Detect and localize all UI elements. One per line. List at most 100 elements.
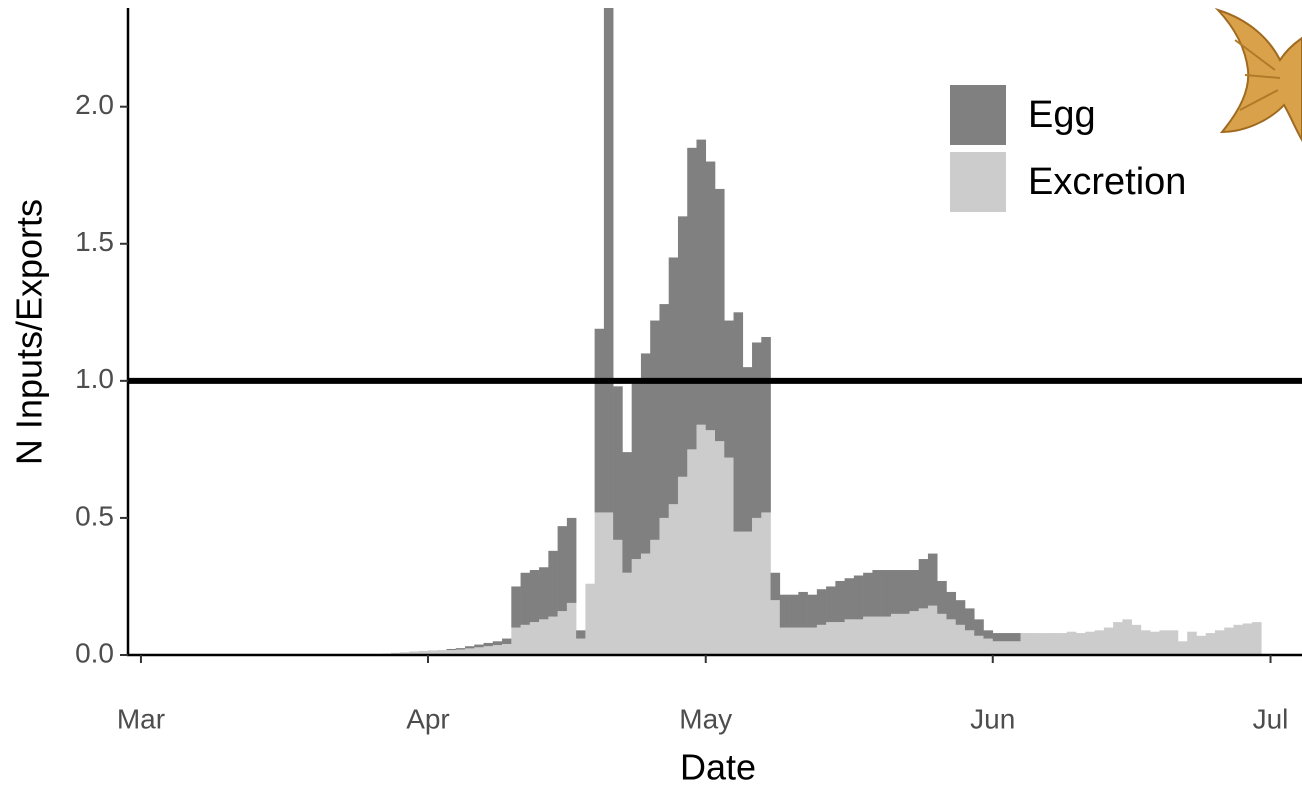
bar-segment bbox=[1242, 623, 1253, 655]
x-tick-label: Jun bbox=[970, 703, 1015, 734]
bar-segment bbox=[918, 559, 929, 609]
bar-segment bbox=[770, 600, 781, 655]
bar-segment bbox=[992, 633, 1003, 642]
bar-segment bbox=[465, 646, 475, 649]
bar-segment bbox=[400, 652, 410, 655]
bar-segment bbox=[937, 613, 947, 655]
y-axis-title: N Inputs/Exports bbox=[9, 199, 50, 465]
bar-segment bbox=[687, 449, 697, 655]
bar-segment bbox=[955, 624, 966, 655]
bar-segment bbox=[529, 622, 540, 655]
bar-segment bbox=[853, 619, 864, 655]
bar-segment bbox=[779, 627, 790, 655]
bar-segment bbox=[594, 328, 605, 513]
bar-segment bbox=[455, 648, 466, 650]
bar-segment bbox=[983, 638, 994, 655]
bar-segment bbox=[1113, 622, 1123, 655]
bar-segment bbox=[1233, 624, 1244, 655]
bar-segment bbox=[955, 600, 966, 625]
plot-area bbox=[381, 8, 1262, 655]
bar-segment bbox=[613, 386, 623, 540]
bar-segment bbox=[613, 539, 623, 655]
bar-segment bbox=[594, 512, 605, 655]
bar-segment bbox=[631, 559, 642, 655]
bar-segment bbox=[548, 616, 558, 655]
bar-segment bbox=[789, 594, 799, 628]
x-tick-label: Mar bbox=[117, 703, 165, 734]
legend-label: Egg bbox=[1028, 94, 1096, 136]
bar-segment bbox=[409, 651, 420, 655]
bar-segment bbox=[668, 504, 679, 655]
bar-segment bbox=[881, 616, 892, 655]
bar-segment bbox=[1177, 641, 1188, 655]
bar-segment bbox=[844, 619, 855, 655]
bar-segment bbox=[844, 578, 855, 620]
bar-segment bbox=[622, 572, 632, 655]
bar-segment bbox=[1076, 633, 1086, 655]
bar-segment bbox=[502, 644, 512, 655]
bar-segment bbox=[696, 424, 707, 655]
bar-segment bbox=[853, 575, 864, 620]
legend-key bbox=[950, 152, 1006, 212]
bar-segment bbox=[474, 644, 484, 648]
bar-segment bbox=[631, 380, 642, 560]
bar-segment bbox=[863, 616, 873, 655]
bar-segment bbox=[909, 570, 919, 612]
bar-segment bbox=[1085, 631, 1095, 655]
bar-segment bbox=[761, 512, 771, 655]
bar-segment bbox=[900, 613, 910, 655]
bar-segment bbox=[659, 517, 670, 655]
bar-segment bbox=[677, 216, 688, 477]
x-tick-label: Jul bbox=[1253, 703, 1289, 734]
bar-segment bbox=[1205, 633, 1216, 655]
bar-segment bbox=[742, 531, 753, 655]
bar-segment bbox=[603, 8, 614, 513]
y-tick-label: 0.0 bbox=[75, 637, 114, 668]
bar-segment bbox=[927, 553, 938, 606]
bar-segment bbox=[1011, 641, 1021, 655]
y-tick-label: 1.0 bbox=[75, 363, 114, 394]
bar-segment bbox=[918, 608, 929, 655]
bar-segment bbox=[752, 342, 762, 518]
bar-segment bbox=[520, 572, 531, 625]
bar-segment bbox=[909, 611, 919, 655]
bar-segment bbox=[937, 580, 947, 614]
bar-segment bbox=[807, 627, 818, 655]
bar-segment bbox=[946, 591, 957, 620]
bar-segment bbox=[826, 622, 836, 655]
bar-segment bbox=[1002, 641, 1012, 655]
bar-segment bbox=[492, 641, 503, 646]
bar-segment bbox=[677, 476, 688, 655]
bar-segment bbox=[927, 605, 938, 655]
bar-segment bbox=[789, 627, 799, 655]
bar-segment bbox=[520, 624, 531, 655]
bar-segment bbox=[483, 642, 494, 647]
bar-segment bbox=[779, 594, 790, 628]
bar-segment bbox=[1131, 624, 1142, 655]
bar-segment bbox=[446, 648, 457, 651]
bar-segment bbox=[1029, 633, 1040, 655]
bar-segment bbox=[1159, 630, 1169, 655]
bar-segment bbox=[483, 646, 494, 655]
bar-segment bbox=[1020, 633, 1031, 655]
bar-segment bbox=[890, 613, 901, 655]
bar-segment bbox=[872, 570, 882, 617]
bar-segment bbox=[603, 512, 614, 655]
bar-segment bbox=[548, 550, 558, 617]
bar-segment bbox=[705, 161, 716, 431]
bar-segment bbox=[659, 304, 670, 518]
y-tick-label: 0.5 bbox=[75, 500, 114, 531]
x-axis-title: Date bbox=[680, 747, 756, 788]
bar-segment bbox=[807, 594, 818, 628]
bar-segment bbox=[1196, 635, 1207, 655]
bar-segment bbox=[742, 367, 753, 532]
bar-segment bbox=[1103, 627, 1114, 655]
bar-segment bbox=[992, 641, 1003, 655]
bar-segment bbox=[1150, 631, 1160, 655]
bar-segment bbox=[1168, 630, 1179, 655]
bar-segment bbox=[455, 649, 466, 655]
bar-segment bbox=[474, 647, 484, 655]
bar-segment bbox=[640, 553, 651, 655]
bar-segment bbox=[640, 353, 651, 554]
